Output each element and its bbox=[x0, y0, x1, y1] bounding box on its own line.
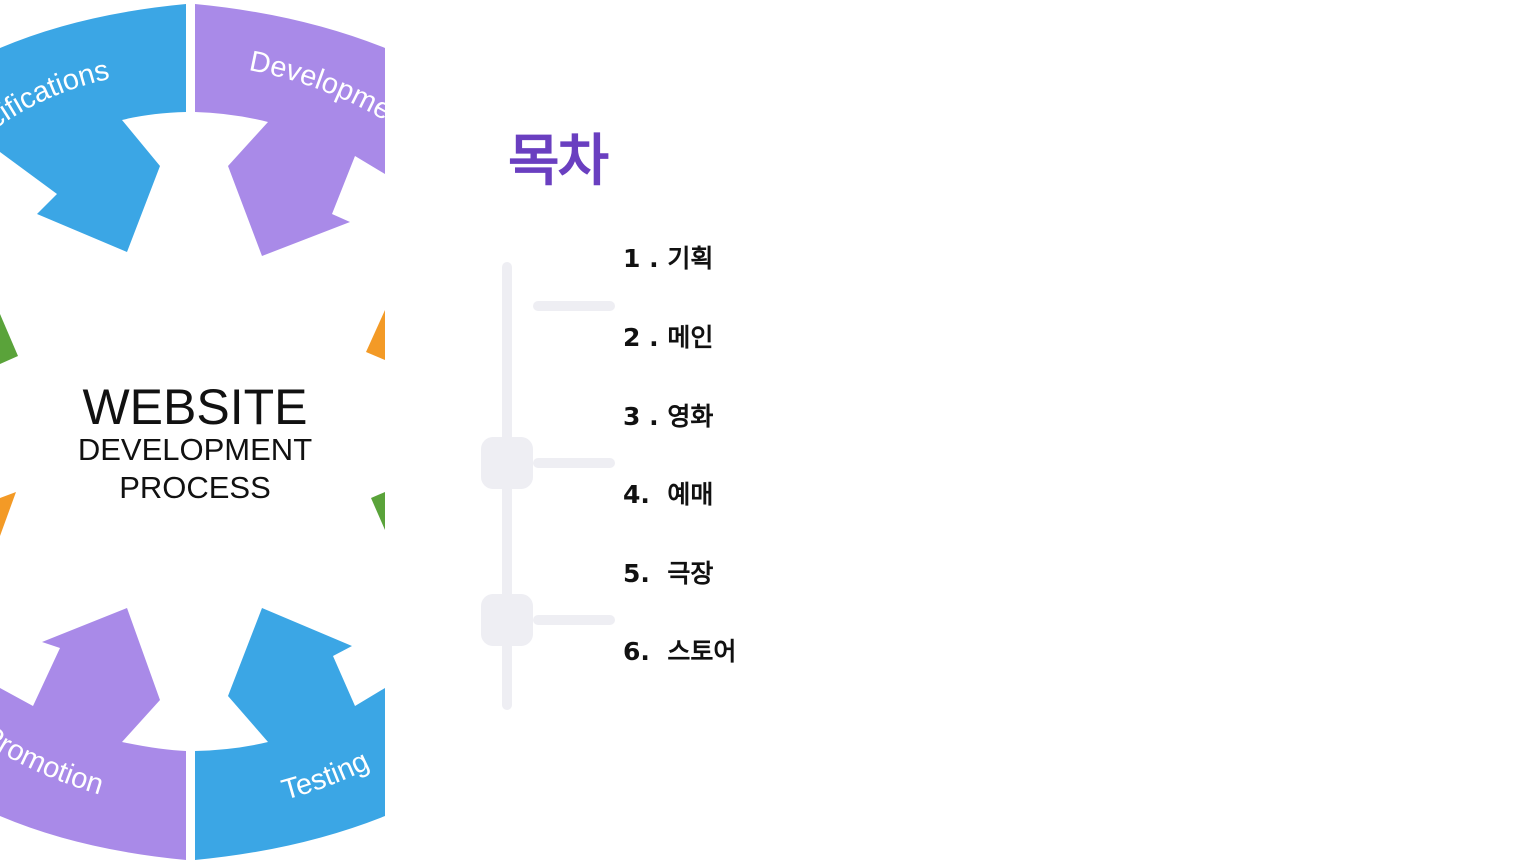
toc-item-label: 예매 bbox=[667, 480, 714, 509]
toc-item-4[interactable]: 4. 예매 bbox=[623, 482, 713, 507]
center-title-website: WEBSITE bbox=[82, 379, 308, 435]
toc-item-2[interactable]: 2 . 메인 bbox=[623, 325, 713, 350]
toc-item-number: 6. bbox=[623, 637, 650, 666]
toc-item-number: 4. bbox=[623, 480, 650, 509]
toc-timeline-decoration bbox=[470, 255, 630, 725]
green-arrow-left bbox=[0, 314, 18, 364]
toc-item-1[interactable]: 1 . 기획 bbox=[623, 246, 713, 271]
toc-item-5[interactable]: 5. 극장 bbox=[623, 561, 713, 586]
process-wheel-diagram: pecifications Developme Promotion Testin… bbox=[0, 0, 385, 864]
center-title-process: PROCESS bbox=[119, 470, 271, 505]
toc-item-3[interactable]: 3 . 영화 bbox=[623, 404, 713, 429]
testing-segment bbox=[195, 608, 385, 860]
green-arrow-right bbox=[371, 492, 385, 530]
development-segment bbox=[195, 4, 385, 256]
promotion-segment bbox=[0, 608, 186, 860]
toc-item-number: 1 . bbox=[623, 244, 659, 273]
toc-item-label: 스토어 bbox=[667, 637, 737, 666]
toc-item-number: 3 . bbox=[623, 402, 659, 431]
toc-item-label: 극장 bbox=[667, 559, 714, 588]
toc-item-label: 기획 bbox=[667, 244, 714, 273]
toc-item-label: 영화 bbox=[667, 402, 714, 431]
toc-item-label: 메인 bbox=[667, 323, 714, 352]
toc-item-number: 5. bbox=[623, 559, 650, 588]
toc-title: 목차 bbox=[508, 129, 609, 194]
center-title-development: DEVELOPMENT bbox=[77, 432, 313, 467]
orange-arrow-right bbox=[366, 310, 385, 360]
toc-item-6[interactable]: 6. 스토어 bbox=[623, 639, 736, 664]
specifications-segment bbox=[0, 4, 186, 252]
orange-arrow-left bbox=[0, 492, 16, 536]
toc-item-number: 2 . bbox=[623, 323, 659, 352]
